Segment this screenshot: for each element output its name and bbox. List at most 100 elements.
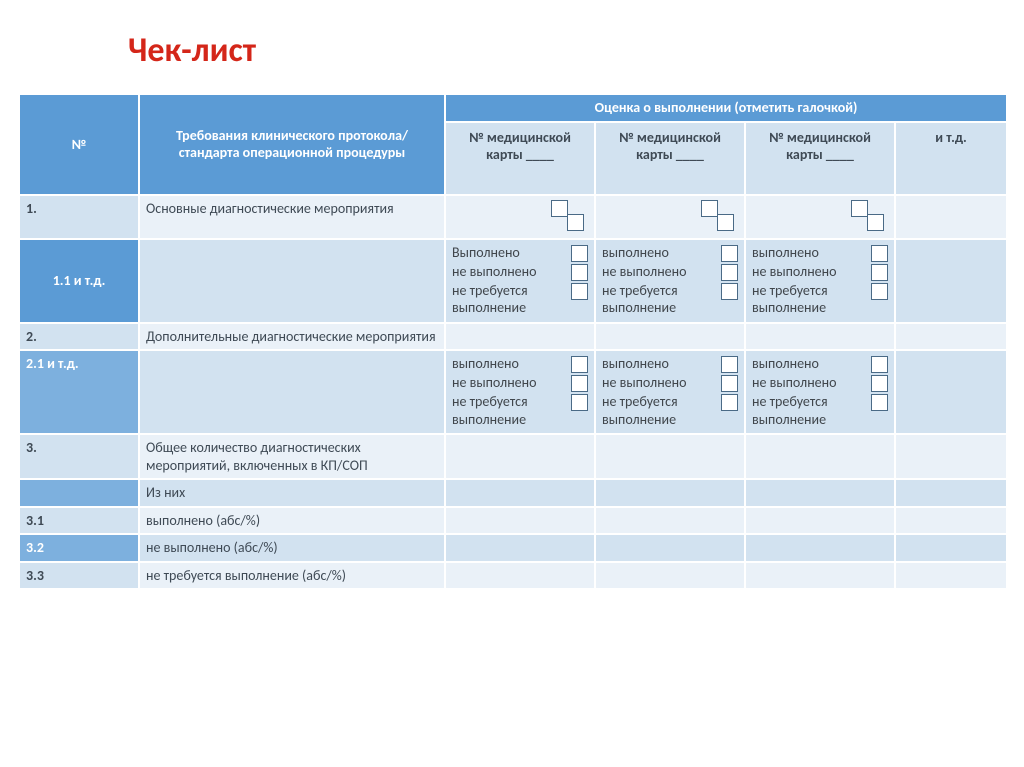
row-number: 3.1 bbox=[19, 507, 139, 535]
cell: Выполнено не выполнено не требуется выпо… bbox=[445, 239, 595, 323]
table-row: 1.1 и т.д. Выполнено не выполнено не тре… bbox=[19, 239, 1007, 323]
checkbox[interactable] bbox=[871, 245, 888, 262]
row-number: 2. bbox=[19, 323, 139, 351]
table-row: 3.1 выполнено (абс/%) bbox=[19, 507, 1007, 535]
table-row: 2.1 и т.д. выполнено не выполнено не тре… bbox=[19, 350, 1007, 434]
cell bbox=[895, 350, 1007, 434]
cell bbox=[445, 562, 595, 590]
checkbox[interactable] bbox=[567, 214, 584, 231]
cell bbox=[895, 434, 1007, 479]
checkbox[interactable] bbox=[721, 356, 738, 373]
checkbox[interactable] bbox=[571, 394, 588, 411]
cell bbox=[445, 479, 595, 507]
col-header-eval: Оценка о выполнении (отметить галочкой) bbox=[445, 94, 1007, 122]
col-sub-card-1: № медицинской карты ____ bbox=[445, 122, 595, 195]
option-label: не требуется выполнение bbox=[602, 282, 717, 317]
row-requirement: не выполнено (абс/%) bbox=[139, 534, 445, 562]
cell bbox=[745, 434, 895, 479]
checkbox-pair bbox=[752, 200, 888, 234]
cell: выполнено не выполнено не требуется выпо… bbox=[595, 239, 745, 323]
checkbox[interactable] bbox=[871, 375, 888, 392]
row-number: 2.1 и т.д. bbox=[19, 350, 139, 434]
cell bbox=[895, 479, 1007, 507]
cell bbox=[595, 434, 745, 479]
checkbox[interactable] bbox=[721, 394, 738, 411]
option-label: не выполнено bbox=[452, 374, 567, 392]
row-requirement: Дополнительные диагностические мероприят… bbox=[139, 323, 445, 351]
option-label: выполнено bbox=[752, 244, 867, 262]
cell bbox=[595, 323, 745, 351]
cell bbox=[595, 479, 745, 507]
checkbox[interactable] bbox=[551, 200, 568, 217]
cell bbox=[895, 323, 1007, 351]
cell: выполнено не выполнено не требуется выпо… bbox=[745, 350, 895, 434]
checkbox-pair bbox=[452, 200, 588, 234]
cell bbox=[445, 323, 595, 351]
row-number: 1.1 и т.д. bbox=[19, 239, 139, 323]
checkbox[interactable] bbox=[721, 375, 738, 392]
table-header-row: № Требования клинического протокола/стан… bbox=[19, 94, 1007, 122]
option-label: Выполнено bbox=[452, 244, 567, 262]
checkbox[interactable] bbox=[721, 245, 738, 262]
table-row: 3.3 не требуется выполнение (абс/%) bbox=[19, 562, 1007, 590]
checkbox[interactable] bbox=[721, 283, 738, 300]
option-label: не выполнено bbox=[452, 263, 567, 281]
cell: выполнено не выполнено не требуется выпо… bbox=[745, 239, 895, 323]
checkbox[interactable] bbox=[571, 375, 588, 392]
cell bbox=[745, 195, 895, 239]
cell: выполнено не выполнено не требуется выпо… bbox=[595, 350, 745, 434]
cell bbox=[595, 507, 745, 535]
checkbox[interactable] bbox=[721, 264, 738, 281]
cell bbox=[895, 534, 1007, 562]
col-sub-card-2: № медицинской карты ____ bbox=[595, 122, 745, 195]
option-label: выполнено bbox=[452, 355, 567, 373]
cell bbox=[745, 323, 895, 351]
cell bbox=[595, 562, 745, 590]
cell bbox=[895, 507, 1007, 535]
row-requirement: Из них bbox=[139, 479, 445, 507]
table-row: Из них bbox=[19, 479, 1007, 507]
cell bbox=[595, 195, 745, 239]
checkbox[interactable] bbox=[867, 214, 884, 231]
checkbox[interactable] bbox=[571, 283, 588, 300]
checkbox[interactable] bbox=[871, 394, 888, 411]
table-row: 3. Общее количество диагностических меро… bbox=[19, 434, 1007, 479]
page-title: Чек-лист bbox=[128, 30, 1006, 71]
table-row: 1. Основные диагностические мероприятия bbox=[19, 195, 1007, 239]
option-label: не выполнено bbox=[752, 374, 867, 392]
option-label: выполнено bbox=[602, 244, 717, 262]
checkbox-pair bbox=[602, 200, 738, 234]
checkbox[interactable] bbox=[871, 264, 888, 281]
checkbox[interactable] bbox=[571, 264, 588, 281]
option-label: выполнено bbox=[602, 355, 717, 373]
option-label: выполнено bbox=[752, 355, 867, 373]
row-number bbox=[19, 479, 139, 507]
col-header-requirements: Требования клинического протокола/станда… bbox=[139, 94, 445, 195]
col-sub-card-3: № медицинской карты ____ bbox=[745, 122, 895, 195]
checkbox[interactable] bbox=[717, 214, 734, 231]
table-row: 3.2 не выполнено (абс/%) bbox=[19, 534, 1007, 562]
cell bbox=[895, 195, 1007, 239]
checklist-table: № Требования клинического протокола/стан… bbox=[18, 93, 1008, 590]
row-requirement: выполнено (абс/%) bbox=[139, 507, 445, 535]
row-requirement bbox=[139, 239, 445, 323]
checkbox[interactable] bbox=[571, 356, 588, 373]
row-number: 3.3 bbox=[19, 562, 139, 590]
checkbox[interactable] bbox=[871, 283, 888, 300]
checkbox[interactable] bbox=[871, 356, 888, 373]
option-label: не выполнено bbox=[602, 374, 717, 392]
cell bbox=[445, 195, 595, 239]
page: Чек-лист № Требования клинического прото… bbox=[0, 0, 1024, 590]
cell bbox=[745, 507, 895, 535]
option-label: не выполнено bbox=[602, 263, 717, 281]
checkbox[interactable] bbox=[701, 200, 718, 217]
option-label: не требуется выполнение bbox=[752, 393, 867, 428]
row-number: 1. bbox=[19, 195, 139, 239]
option-label: не выполнено bbox=[752, 263, 867, 281]
cell bbox=[745, 534, 895, 562]
row-number: 3.2 bbox=[19, 534, 139, 562]
option-label: не требуется выполнение bbox=[452, 282, 567, 317]
checkbox[interactable] bbox=[571, 245, 588, 262]
checkbox[interactable] bbox=[851, 200, 868, 217]
row-requirement bbox=[139, 350, 445, 434]
